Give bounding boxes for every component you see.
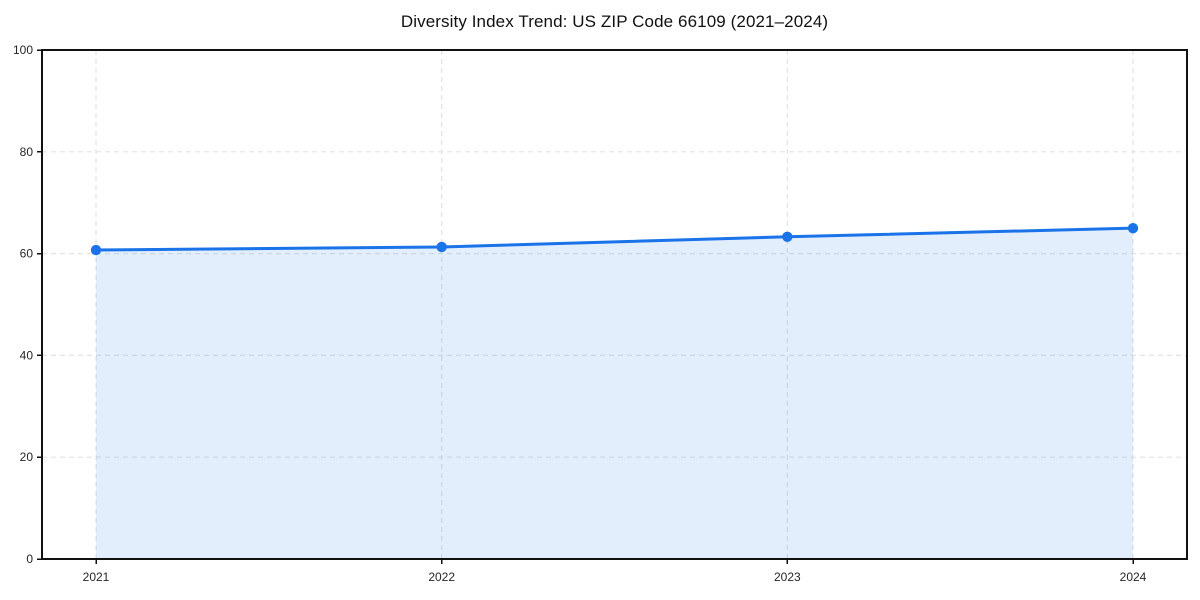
- y-tick-label: 100: [13, 43, 33, 57]
- y-tick-label: 80: [20, 145, 34, 159]
- y-tick-label: 20: [20, 450, 34, 464]
- trend-line: [94, 226, 1135, 252]
- plot-border: [41, 49, 1188, 560]
- x-tick-label: 2024: [1120, 570, 1147, 584]
- data-point: [436, 241, 447, 253]
- y-tick-label: 60: [20, 247, 34, 261]
- chart-title: Diversity Index Trend: US ZIP Code 66109…: [400, 12, 829, 31]
- y-tick-label: 40: [20, 348, 34, 362]
- y-tick-label: 0: [26, 552, 33, 566]
- x-tick-label: 2022: [428, 570, 455, 584]
- data-point: [1127, 222, 1139, 234]
- data-point: [782, 231, 793, 243]
- x-tick-label: 2023: [774, 570, 801, 584]
- area-fill: [96, 228, 1133, 559]
- data-point: [90, 244, 102, 256]
- x-tick-label: 2021: [83, 570, 110, 584]
